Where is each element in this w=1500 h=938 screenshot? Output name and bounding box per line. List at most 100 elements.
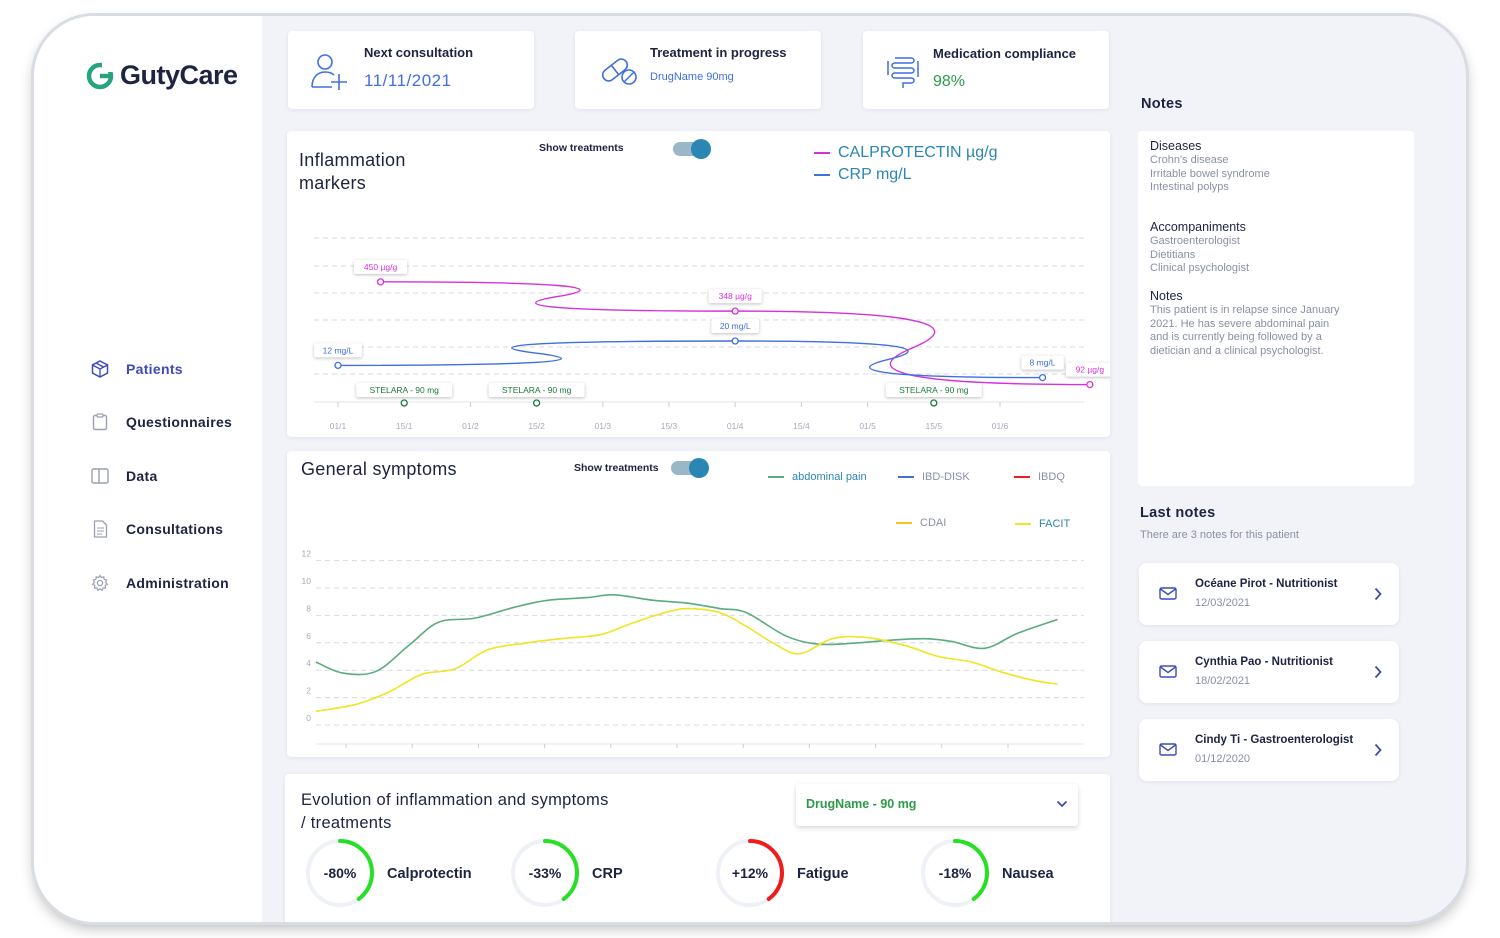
note-author: Cynthia Pao - Nutritionist — [1195, 656, 1333, 668]
data-label-bg — [711, 319, 760, 333]
note-author: Cindy Ti - Gastroenterologist — [1195, 734, 1354, 746]
x-tick-label: 15/2 — [528, 421, 545, 431]
note-date: 12/03/2021 — [1195, 597, 1251, 609]
y-tick-label: 0 — [306, 713, 311, 723]
sidebar-item-label: Consultations — [126, 521, 224, 538]
notes-card: Diseases Crohn's disease Irritable bowel… — [1138, 131, 1414, 486]
treatment-label-bg — [488, 383, 585, 397]
sidebar-item-consultations[interactable]: Consultations — [90, 503, 232, 557]
next-consultation-date: 11/11/2021 — [364, 71, 452, 90]
legend-ibdq: IBDQ — [1014, 471, 1065, 483]
evolution-title-line2: / treatments — [301, 814, 392, 832]
treatment-select-value: DrugName - 90 mg — [806, 797, 917, 811]
symptoms-chart-card: General symptoms Show treatments abdomin… — [287, 451, 1110, 757]
ring-gauge — [511, 839, 579, 907]
sidebar-item-administration[interactable]: Administration — [90, 556, 232, 610]
data-point — [1038, 373, 1047, 382]
show-treatments-toggle[interactable] — [673, 139, 711, 159]
last-note-item[interactable]: Océane Pirot - Nutritionist 12/03/2021 — [1139, 563, 1399, 625]
note-date: 01/12/2020 — [1195, 753, 1251, 765]
metric-ring-crp: -33% — [509, 837, 581, 909]
logo-icon — [86, 62, 114, 89]
inflammation-title-line1: Inflammation — [299, 150, 406, 170]
last-note-item[interactable]: Cynthia Pao - Nutritionist 18/02/2021 — [1139, 641, 1399, 703]
metric-label: Nausea — [1002, 866, 1054, 882]
treatment-title: Treatment in progress — [650, 45, 787, 60]
disease-item: Crohn's disease — [1150, 154, 1229, 166]
accompaniments-title: Accompaniments — [1150, 220, 1246, 234]
data-label-bg — [314, 343, 362, 358]
y-tick-label: 4 — [306, 658, 311, 668]
series-line — [337, 340, 1043, 379]
next-consultation-card[interactable]: Next consultation 11/11/2021 — [288, 31, 534, 109]
mail-icon — [1159, 587, 1177, 600]
accompaniment-item: Gastroenterologist — [1150, 235, 1240, 247]
legend-calprotectin: CALPROTECTIN µg/g — [814, 144, 997, 162]
y-tick-label: 12 — [302, 549, 312, 559]
last-notes-title: Last notes — [1140, 505, 1216, 521]
metric-label: Calprotectin — [387, 866, 472, 882]
inflammation-title: Inflammation markers — [299, 149, 406, 195]
note-line: and is currently being followed by a — [1150, 331, 1322, 343]
gear-icon — [90, 573, 110, 593]
mail-icon — [1159, 665, 1177, 678]
show-treatments-toggle[interactable] — [671, 458, 709, 478]
data-label-bg — [1021, 355, 1064, 370]
inflammation-chart: 01/1 15/1 01/2 15/2 01/3 15/3 01/4 15/4 01/5 15/5… — [314, 237, 1110, 431]
logo[interactable]: GutyCare — [86, 60, 238, 91]
legend-facit: FACIT — [1015, 518, 1070, 530]
evolution-title-line1: Evolution of inflammation and symptoms — [301, 791, 609, 809]
data-label: 450 µg/g — [364, 262, 398, 272]
symptoms-chart: 02468101201/115/101/215/201/315/301/415/… — [302, 549, 1084, 748]
x-tick-label: 01/5 — [859, 421, 876, 431]
metric-ring-calprotectin: -80% — [304, 837, 376, 909]
legend-crp: CRP mg/L — [814, 166, 912, 184]
treatment-marker — [930, 399, 938, 407]
y-tick-label: 6 — [306, 631, 311, 641]
x-tick-label: 15/3 — [661, 421, 678, 431]
app-window: GutyCare Patients Questionnaires Data — [34, 16, 1466, 922]
note-line: dietician and a clinical psychologist. — [1150, 344, 1324, 357]
disease-item: Intestinal polyps — [1150, 181, 1229, 193]
inflammation-title-line2: markers — [299, 173, 367, 193]
treatment-card[interactable]: Treatment in progress DrugName 90mg — [575, 31, 821, 109]
x-tick-label: 01/1 — [330, 421, 347, 431]
treatment-value: DrugName 90mg — [650, 71, 734, 83]
sidebar-item-patients[interactable]: Patients — [90, 342, 232, 396]
sidebar-item-label: Administration — [126, 574, 229, 591]
data-label-bg — [1065, 362, 1110, 377]
diseases-title: Diseases — [1150, 139, 1202, 153]
treatment-label-bg — [356, 383, 453, 397]
data-point — [1086, 380, 1094, 389]
show-treatments-label: Show treatments — [539, 142, 624, 154]
data-label-bg — [708, 289, 762, 304]
sidebar-item-data[interactable]: Data — [90, 449, 232, 503]
sidebar-item-label: Questionnaires — [126, 414, 233, 431]
data-label: 348 µg/g — [719, 291, 753, 301]
treatment-select[interactable]: DrugName - 90 mg — [796, 784, 1078, 826]
sidebar-item-questionnaires[interactable]: Questionnaires — [90, 396, 232, 450]
series-line — [315, 593, 1058, 676]
last-note-item[interactable]: Cindy Ti - Gastroenterologist 01/12/2020 — [1139, 719, 1399, 781]
treatment-label-bg — [885, 383, 982, 397]
intestine-icon — [887, 57, 919, 88]
sidebar-item-label: Data — [126, 467, 158, 484]
data-point — [334, 361, 342, 370]
compliance-card[interactable]: Medication compliance 98% — [863, 31, 1109, 109]
pill-icon — [601, 58, 637, 85]
metric-value: -80% — [323, 865, 357, 881]
brand-name: GutyCare — [120, 60, 238, 90]
legend-ibd-disk: IBD-DISK — [898, 471, 970, 483]
patient-notes-title: Notes — [1150, 289, 1183, 303]
series-line — [315, 607, 1058, 713]
treatment-marker — [400, 399, 408, 407]
data-label: 92 µg/g — [1076, 365, 1105, 375]
note-date: 18/02/2021 — [1195, 675, 1251, 687]
chevron-right-icon — [1374, 587, 1382, 601]
note-author: Océane Pirot - Nutritionist — [1195, 578, 1338, 590]
data-icon — [90, 466, 110, 486]
evolution-title: Evolution of inflammation and symptoms /… — [301, 789, 609, 835]
data-label: 20 mg/L — [720, 321, 751, 331]
patients-icon — [90, 359, 110, 379]
notes-panel-title: Notes — [1141, 96, 1183, 112]
